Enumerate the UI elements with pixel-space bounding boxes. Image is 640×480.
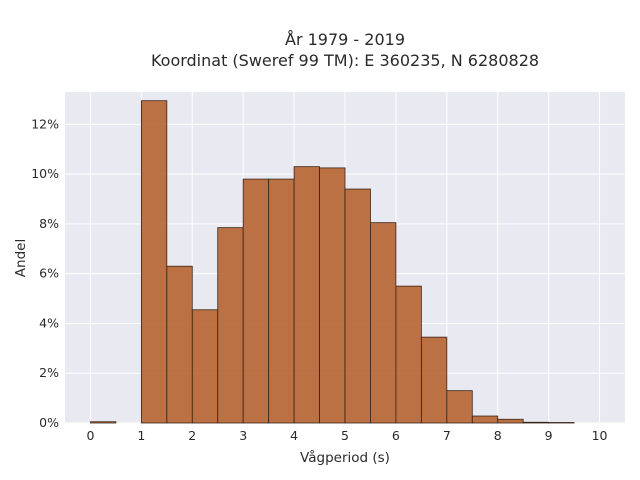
histogram-bar-17 (522, 421, 550, 424)
histogram-bar-14 (446, 390, 473, 424)
histogram-bar-11 (370, 222, 397, 424)
y-axis-label: Andel (13, 239, 29, 277)
histogram-bar-8 (293, 166, 320, 424)
chart-title-line2: Koordinat (Sweref 99 TM): E 360235, N 62… (151, 51, 539, 70)
histogram-bar-10 (344, 188, 371, 424)
histogram-bar-0 (90, 421, 117, 424)
y-tick-label-5: 10% (31, 166, 59, 181)
y-tick-label-6: 12% (31, 116, 59, 131)
x-tick-label-10: 10 (592, 428, 608, 443)
histogram-bar-13 (420, 336, 448, 424)
x-tick-label-9: 9 (545, 428, 553, 443)
x-axis-label: Vågperiod (s) (300, 449, 390, 466)
histogram-bar-15 (471, 415, 499, 424)
x-tick-label-0: 0 (86, 428, 94, 443)
histogram-bar-16 (497, 418, 524, 424)
y-tick-label-4: 8% (39, 216, 59, 231)
histogram-bar-6 (242, 178, 270, 424)
y-tick-label-1: 2% (39, 365, 59, 380)
histogram-bar-2 (140, 100, 168, 424)
histogram-bar-9 (319, 167, 346, 424)
histogram-bar-4 (191, 309, 219, 424)
x-tick-label-1: 1 (137, 428, 145, 443)
y-tick-label-0: 0% (39, 415, 59, 430)
y-tick-label-2: 4% (39, 315, 59, 330)
x-tick-label-7: 7 (443, 428, 451, 443)
y-axis-ticks: 0% 2% 4% 6% 8% 10% 12% (31, 116, 59, 430)
histogram-bar-12 (395, 285, 422, 424)
x-tick-label-6: 6 (392, 428, 400, 443)
x-axis-ticks: 0 1 2 3 4 5 6 7 8 9 10 (86, 428, 607, 443)
y-tick-label-3: 6% (39, 266, 59, 281)
x-tick-label-4: 4 (290, 428, 298, 443)
histogram-bar-5 (217, 227, 244, 424)
x-tick-label-2: 2 (188, 428, 196, 443)
x-tick-label-5: 5 (341, 428, 349, 443)
x-tick-label-8: 8 (494, 428, 502, 443)
x-tick-label-3: 3 (239, 428, 247, 443)
bars-group (90, 100, 575, 424)
histogram-bar-7 (268, 178, 295, 424)
histogram-bar-3 (166, 265, 193, 424)
chart-title-line1: År 1979 - 2019 (285, 30, 405, 49)
